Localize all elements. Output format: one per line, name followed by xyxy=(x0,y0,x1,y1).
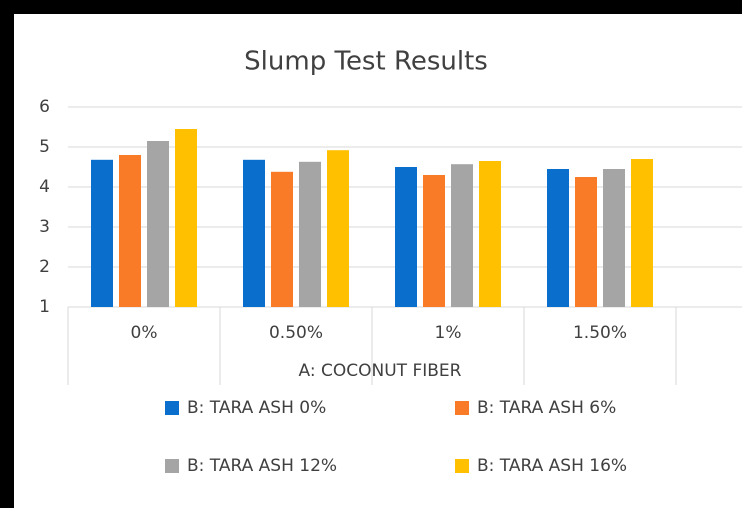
bar xyxy=(547,169,569,307)
legend-swatch xyxy=(165,459,179,473)
bar xyxy=(631,159,653,307)
bar xyxy=(91,159,113,307)
x-axis-title: A: COCONUT FIBER xyxy=(299,361,462,381)
y-tick-label: 1 xyxy=(39,297,50,317)
legend-swatch xyxy=(455,401,469,415)
y-tick-label: 5 xyxy=(39,137,50,157)
bar xyxy=(119,155,141,307)
legend-swatch xyxy=(455,459,469,473)
legend-label: B: TARA ASH 16% xyxy=(477,456,627,476)
bar xyxy=(175,129,197,307)
bar xyxy=(271,171,293,307)
bar xyxy=(575,177,597,307)
bar xyxy=(423,175,445,307)
x-tick-label: 1% xyxy=(435,323,462,343)
chart-title: Slump Test Results xyxy=(244,47,488,77)
bar xyxy=(451,164,473,307)
bar xyxy=(395,167,417,307)
bar xyxy=(327,150,349,307)
y-tick-label: 3 xyxy=(39,217,50,237)
y-tick-label: 2 xyxy=(39,257,50,277)
bar xyxy=(243,159,265,307)
bar xyxy=(147,141,169,307)
legend-swatch xyxy=(165,401,179,415)
x-tick-label: 0.50% xyxy=(269,323,323,343)
bar xyxy=(603,169,625,307)
legend-label: B: TARA ASH 6% xyxy=(477,398,616,418)
legend-label: B: TARA ASH 12% xyxy=(187,456,337,476)
x-tick-label: 0% xyxy=(131,323,158,343)
y-tick-label: 4 xyxy=(39,177,50,197)
bar xyxy=(299,161,321,307)
bar xyxy=(479,161,501,307)
legend-label: B: TARA ASH 0% xyxy=(187,398,326,418)
y-tick-label: 6 xyxy=(39,97,50,117)
x-tick-label: 1.50% xyxy=(573,323,627,343)
